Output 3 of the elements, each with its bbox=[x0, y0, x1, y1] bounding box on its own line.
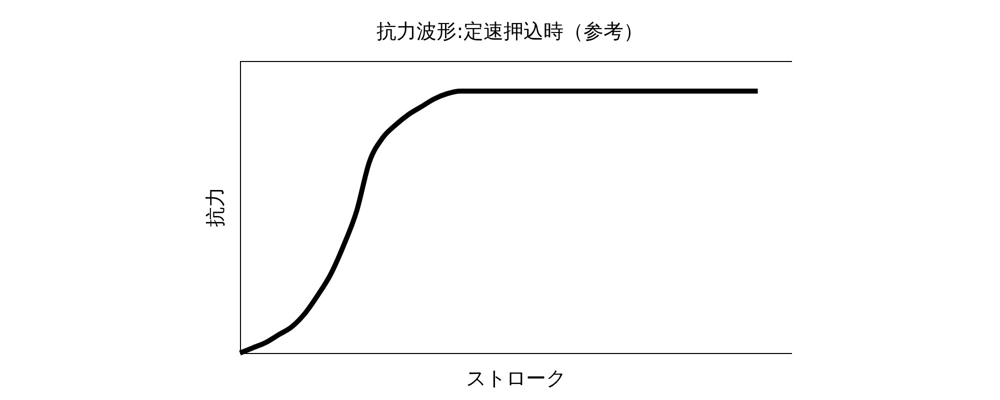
chart-title: 抗力波形:定速押込時（参考） bbox=[376, 19, 644, 43]
x-axis-title: ストローク bbox=[466, 366, 566, 390]
y-axis-title: 抗力 bbox=[203, 187, 227, 227]
